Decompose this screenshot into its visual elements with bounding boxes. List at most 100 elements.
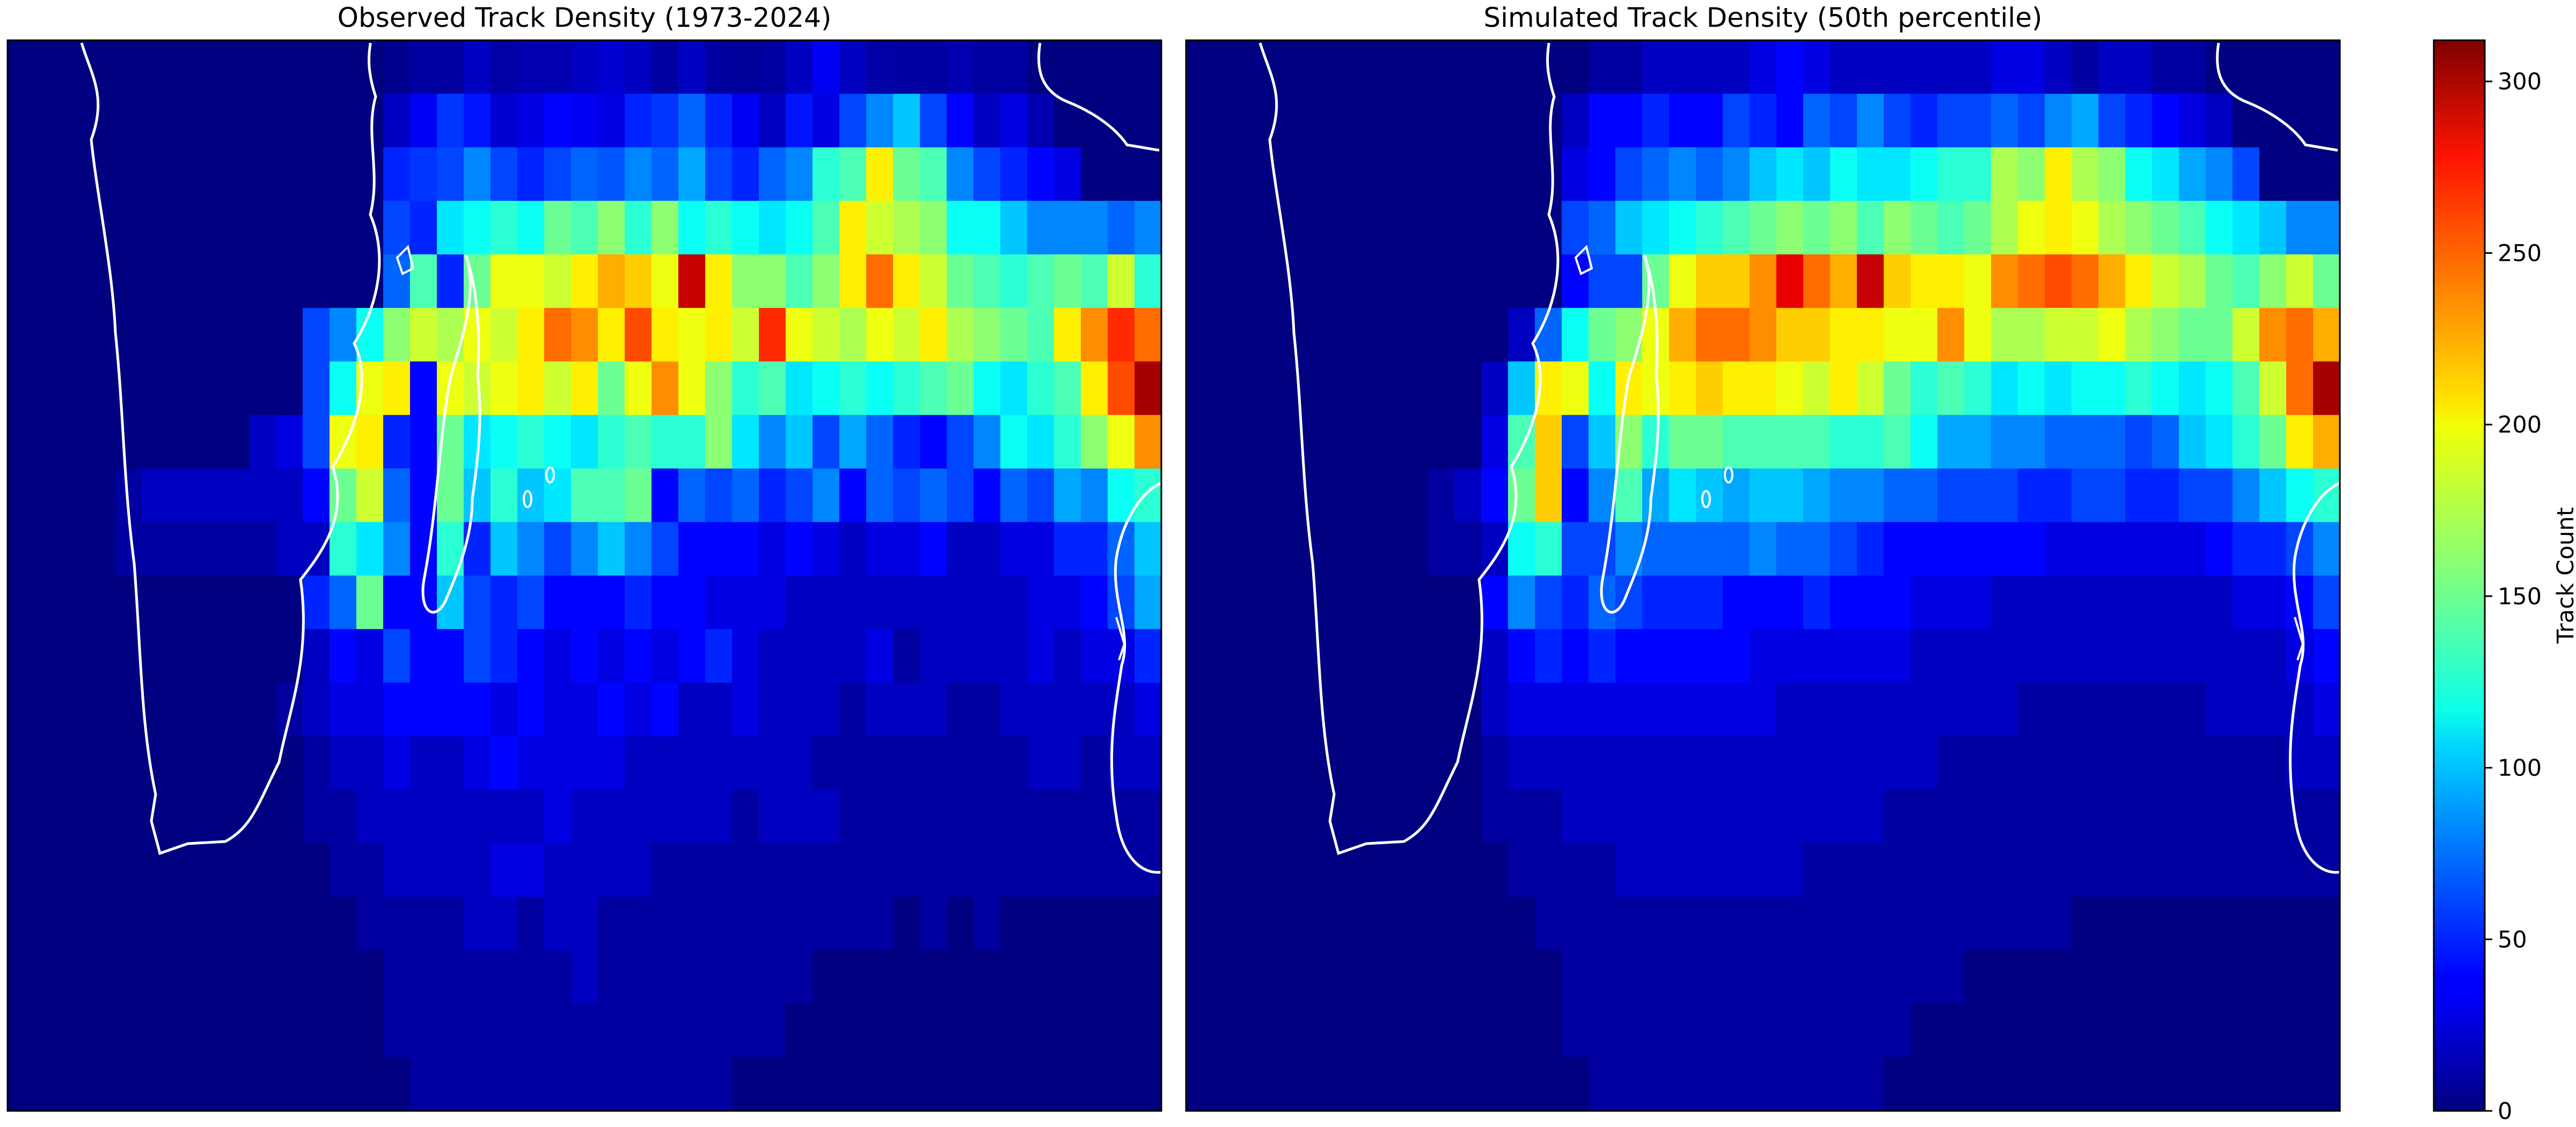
simulated-cell: [2206, 415, 2233, 469]
simulated-cell: [1964, 40, 1992, 94]
observed-cell: [276, 736, 303, 791]
observed-cell: [920, 201, 947, 255]
observed-cell: [1000, 522, 1028, 576]
observed-cell: [115, 93, 142, 148]
colorbar-tick-label: 100: [2498, 755, 2542, 782]
observed-cell: [866, 254, 894, 309]
observed-cell: [61, 843, 89, 897]
simulated-cell: [2206, 843, 2233, 897]
simulated-cell: [1669, 575, 1696, 630]
observed-cell: [1108, 843, 1135, 897]
observed-cell: [437, 254, 464, 309]
simulated-cell: [2206, 736, 2233, 791]
simulated-cell: [2233, 683, 2260, 737]
simulated-cell: [1642, 201, 1670, 255]
simulated-cell: [1428, 897, 1455, 951]
simulated-cell: [2286, 522, 2314, 576]
simulated-cell: [2045, 950, 2072, 1005]
observed-cell: [195, 361, 223, 415]
simulated-cell: [1454, 789, 1482, 844]
observed-cell: [195, 843, 223, 897]
simulated-cell: [2286, 897, 2314, 951]
observed-cell: [839, 683, 867, 737]
observed-cell: [813, 1057, 840, 1111]
observed-cell: [678, 629, 706, 683]
observed-cell: [34, 201, 62, 255]
simulated-cell: [2072, 361, 2099, 415]
observed-cell: [34, 147, 62, 201]
observed-cell: [974, 897, 1001, 951]
simulated-cell: [1803, 789, 1831, 844]
observed-cell: [1054, 950, 1081, 1005]
simulated-cell: [2179, 789, 2206, 844]
observed-cell: [303, 950, 330, 1005]
simulated-cell: [2072, 147, 2099, 201]
simulated-cell: [2072, 683, 2099, 737]
simulated-cell: [2045, 415, 2072, 469]
observed-cell: [866, 93, 894, 148]
simulated-cell: [2206, 254, 2233, 309]
simulated-cell: [1186, 254, 1213, 309]
simulated-cell: [1911, 575, 1938, 630]
simulated-cell: [2233, 201, 2260, 255]
observed-cell: [813, 736, 840, 791]
observed-cell: [813, 789, 840, 844]
simulated-cell: [1508, 147, 1535, 201]
observed-cell: [1108, 254, 1135, 309]
observed-cell: [866, 361, 894, 415]
observed-cell: [1135, 575, 1162, 630]
simulated-cell: [1535, 1057, 1562, 1111]
simulated-cell: [2233, 843, 2260, 897]
observed-cell: [920, 1004, 947, 1058]
simulated-cell: [1642, 1004, 1670, 1058]
observed-cell: [330, 469, 357, 523]
observed-cell: [303, 843, 330, 897]
simulated-cell: [1535, 469, 1562, 523]
observed-cell: [356, 308, 384, 362]
simulated-cell: [1320, 308, 1348, 362]
observed-cell: [652, 254, 679, 309]
observed-cell: [759, 683, 786, 737]
observed-cell: [491, 897, 518, 951]
simulated-cell: [1401, 575, 1428, 630]
simulated-cell: [2233, 361, 2260, 415]
simulated-cell: [1213, 683, 1240, 737]
simulated-cell: [1267, 683, 1294, 737]
simulated-cell: [1428, 361, 1455, 415]
observed-cell: [1135, 469, 1162, 523]
observed-cell: [732, 308, 759, 362]
simulated-cell: [2152, 361, 2179, 415]
simulated-cell: [1911, 93, 1938, 148]
simulated-cell: [2018, 629, 2045, 683]
observed-heatmap-panel: [6, 39, 1162, 1112]
observed-cell: [1135, 93, 1162, 148]
simulated-coastlines: [1258, 42, 2340, 874]
observed-cell: [61, 93, 89, 148]
simulated-cell: [1401, 93, 1428, 148]
simulated-cell: [1991, 950, 2018, 1005]
observed-cell: [1027, 361, 1055, 415]
observed-cell: [276, 254, 303, 309]
observed-cell: [839, 40, 867, 94]
simulated-cell: [1991, 522, 2018, 576]
observed-cell: [813, 147, 840, 201]
observed-cell: [276, 469, 303, 523]
observed-cell: [383, 415, 411, 469]
observed-cell: [786, 950, 813, 1005]
observed-cell: [61, 575, 89, 630]
simulated-cell: [1964, 522, 1992, 576]
observed-cell: [437, 1057, 464, 1111]
simulated-cell: [1776, 789, 1804, 844]
observed-cell: [61, 308, 89, 362]
observed-cell: [491, 683, 518, 737]
simulated-cell: [2259, 629, 2287, 683]
simulated-cell: [2179, 201, 2206, 255]
observed-cell: [169, 522, 196, 576]
observed-cell: [974, 522, 1001, 576]
simulated-cell: [1401, 469, 1428, 523]
observed-cell: [303, 897, 330, 951]
observed-cell: [1135, 1004, 1162, 1058]
observed-cell: [356, 1004, 384, 1058]
observed-cell: [1081, 629, 1108, 683]
observed-cell: [813, 201, 840, 255]
